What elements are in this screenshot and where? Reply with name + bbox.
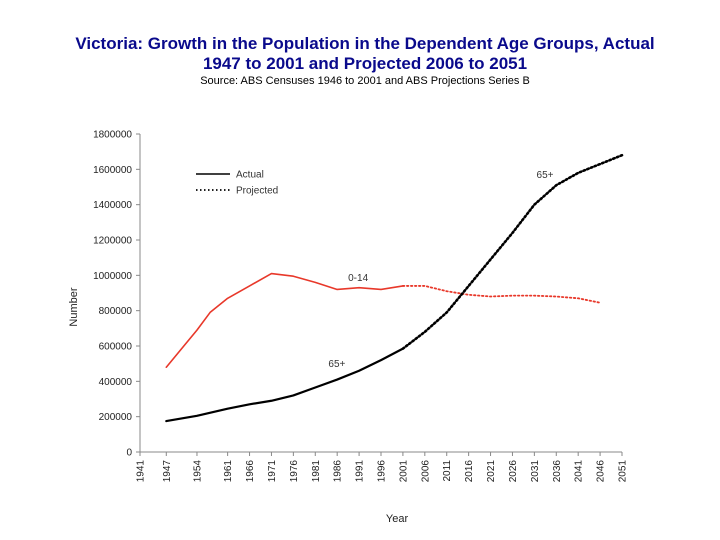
x-tick-label: 2016 [464, 460, 475, 483]
series-line-0-14-actual [165, 272, 404, 368]
legend-label-projected: Projected [236, 186, 278, 197]
series-line-65plus-projected [401, 153, 624, 350]
chart-source: Source: ABS Censuses 1946 to 2001 and AB… [200, 75, 530, 87]
x-tick-label: 2041 [574, 460, 585, 483]
chart-annotations: 0-14 65+ 65+ [328, 170, 553, 370]
x-tick-label: 1986 [333, 460, 344, 483]
x-tick-label: 2036 [552, 460, 563, 483]
x-tick-label: 1966 [245, 460, 256, 483]
x-tick-label: 1954 [192, 460, 203, 483]
x-tick-label: 2031 [530, 460, 541, 483]
chart-title-line-1: Victoria: Growth in the Population in th… [75, 34, 655, 53]
x-tick-label: 1971 [267, 460, 278, 483]
x-tick-label: 1961 [223, 460, 234, 483]
annotation-0-14: 0-14 [348, 273, 368, 284]
x-tick-label: 2026 [508, 460, 519, 483]
chart-legend: Actual Projected [196, 170, 278, 197]
series-line-65plus-actual [165, 347, 405, 423]
x-tick-label: 1981 [311, 460, 322, 483]
chart-title-line-2: 1947 to 2001 and Projected 2006 to 2051 [202, 54, 528, 73]
y-tick-label: 1800000 [93, 130, 132, 141]
y-tick-label: 800000 [99, 306, 133, 317]
series-line-0-14-projected [402, 285, 601, 304]
chart-series [165, 153, 624, 423]
x-tick-label: 2051 [618, 460, 629, 483]
x-tick-label: 1991 [355, 460, 366, 483]
x-tick-label: 1941 [136, 460, 147, 483]
chart-axes [139, 134, 622, 453]
y-tick-label: 1000000 [93, 271, 132, 282]
y-tick-label: 1400000 [93, 200, 132, 211]
x-tick-label: 2001 [398, 460, 409, 483]
y-tick-label: 1600000 [93, 165, 132, 176]
x-tick-label: 1976 [289, 460, 300, 483]
chart-title: Victoria: Growth in the Population in th… [0, 34, 720, 74]
y-axis-ticks: 0 200000 400000 600000 800000 1000000 1200000 1… [93, 130, 140, 459]
x-tick-label: 2021 [486, 460, 497, 483]
x-tick-label: 2046 [596, 460, 607, 483]
y-tick-label: 200000 [99, 412, 133, 423]
annotation-65plus-actual: 65+ [328, 359, 345, 370]
x-tick-label: 2011 [442, 460, 453, 482]
x-axis-label: Year [386, 513, 409, 525]
legend-label-actual: Actual [236, 170, 264, 181]
annotation-65plus-projected: 65+ [537, 170, 554, 181]
y-tick-label: 0 [126, 448, 132, 459]
y-tick-label: 1200000 [93, 236, 132, 247]
y-axis-label: Number [68, 287, 80, 326]
x-tick-label: 1947 [162, 460, 173, 483]
y-tick-label: 400000 [99, 377, 133, 388]
x-axis-ticks: 1941 1947 1954 1961 1966 1971 1976 1981 1986 1991… [136, 452, 629, 482]
x-tick-label: 1996 [377, 460, 388, 483]
y-tick-label: 600000 [99, 342, 133, 353]
x-tick-label: 2006 [420, 460, 431, 483]
